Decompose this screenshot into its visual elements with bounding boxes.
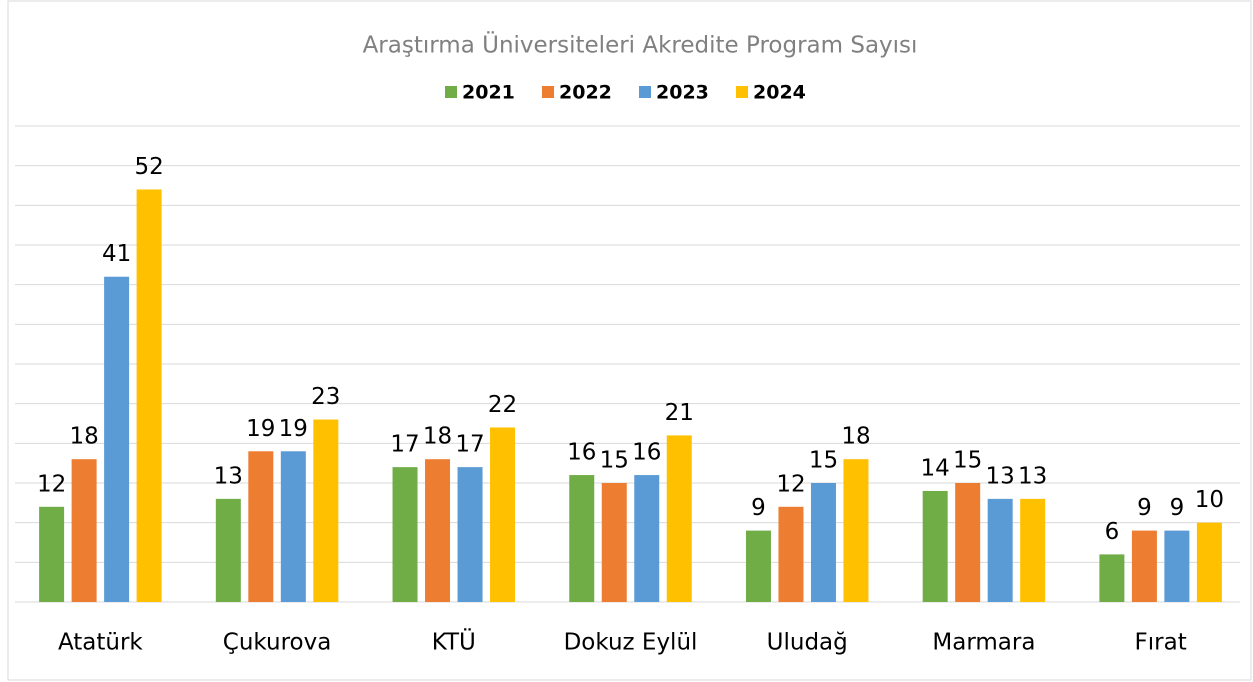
bar xyxy=(490,427,516,602)
value-label: 17 xyxy=(390,432,419,458)
bar xyxy=(569,475,595,602)
bar xyxy=(843,459,869,602)
value-label: 14 xyxy=(921,455,950,481)
legend-swatch xyxy=(445,86,457,98)
bar xyxy=(1131,530,1157,602)
value-label: 21 xyxy=(665,400,694,426)
bar xyxy=(39,506,65,602)
value-label: 15 xyxy=(600,448,629,474)
value-label: 18 xyxy=(423,424,452,450)
value-label: 22 xyxy=(488,392,517,418)
value-label: 41 xyxy=(102,241,131,267)
value-label: 17 xyxy=(455,432,484,458)
value-label: 10 xyxy=(1195,487,1224,513)
value-label: 16 xyxy=(632,440,661,466)
x-tick-label: Fırat xyxy=(1135,630,1187,656)
bar xyxy=(1164,530,1190,602)
bar xyxy=(666,435,692,602)
bar xyxy=(313,419,339,602)
bar xyxy=(601,483,627,602)
value-label: 12 xyxy=(37,471,66,497)
bar xyxy=(392,467,418,602)
legend-swatch xyxy=(736,86,748,98)
value-label: 13 xyxy=(1018,463,1047,489)
value-label: 6 xyxy=(1105,519,1120,545)
chart-border xyxy=(7,0,1252,681)
bar xyxy=(778,506,804,602)
value-label: 9 xyxy=(1170,495,1185,521)
value-label: 18 xyxy=(841,424,870,450)
x-tick-label: Çukurova xyxy=(223,630,332,656)
value-label: 23 xyxy=(311,384,340,410)
legend-label: 2021 xyxy=(462,82,515,104)
bar xyxy=(136,189,162,602)
x-tick-label: Uludağ xyxy=(767,630,848,656)
legend-label: 2024 xyxy=(753,82,806,104)
value-label: 18 xyxy=(69,424,98,450)
value-label: 19 xyxy=(279,416,308,442)
bar xyxy=(425,459,451,602)
chart-title: Araştırma Üniversiteleri Akredite Progra… xyxy=(363,31,918,59)
bar xyxy=(215,498,241,602)
value-label: 13 xyxy=(214,463,243,489)
bar xyxy=(248,451,274,602)
legend-label: 2023 xyxy=(656,82,709,104)
bar xyxy=(745,530,771,602)
bar xyxy=(955,483,981,602)
bar xyxy=(634,475,660,602)
value-label: 13 xyxy=(986,463,1015,489)
bar xyxy=(1099,554,1125,602)
bar xyxy=(280,451,306,602)
bar xyxy=(457,467,483,602)
x-tick-label: KTÜ xyxy=(432,628,476,656)
x-tick-label: Dokuz Eylül xyxy=(564,630,698,656)
bar xyxy=(1196,522,1222,602)
bar xyxy=(810,483,836,602)
value-label: 15 xyxy=(953,448,982,474)
bar xyxy=(1020,498,1046,602)
value-label: 9 xyxy=(751,495,766,521)
value-label: 15 xyxy=(809,448,838,474)
value-label: 9 xyxy=(1137,495,1152,521)
value-label: 16 xyxy=(567,440,596,466)
legend-label: 2022 xyxy=(559,82,612,104)
bar xyxy=(987,498,1013,602)
value-label: 19 xyxy=(246,416,275,442)
legend-swatch xyxy=(542,86,554,98)
bar xyxy=(71,459,97,602)
value-label: 52 xyxy=(134,154,163,180)
value-label: 12 xyxy=(776,471,805,497)
bar xyxy=(104,276,130,602)
bar xyxy=(922,490,948,602)
x-tick-label: Marmara xyxy=(932,630,1035,656)
x-tick-label: Atatürk xyxy=(58,630,143,656)
legend-swatch xyxy=(639,86,651,98)
